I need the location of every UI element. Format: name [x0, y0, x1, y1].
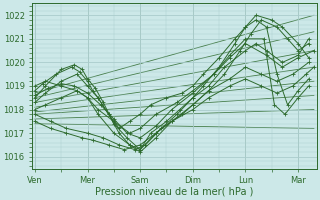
X-axis label: Pression niveau de la mer( hPa ): Pression niveau de la mer( hPa ): [95, 187, 253, 197]
